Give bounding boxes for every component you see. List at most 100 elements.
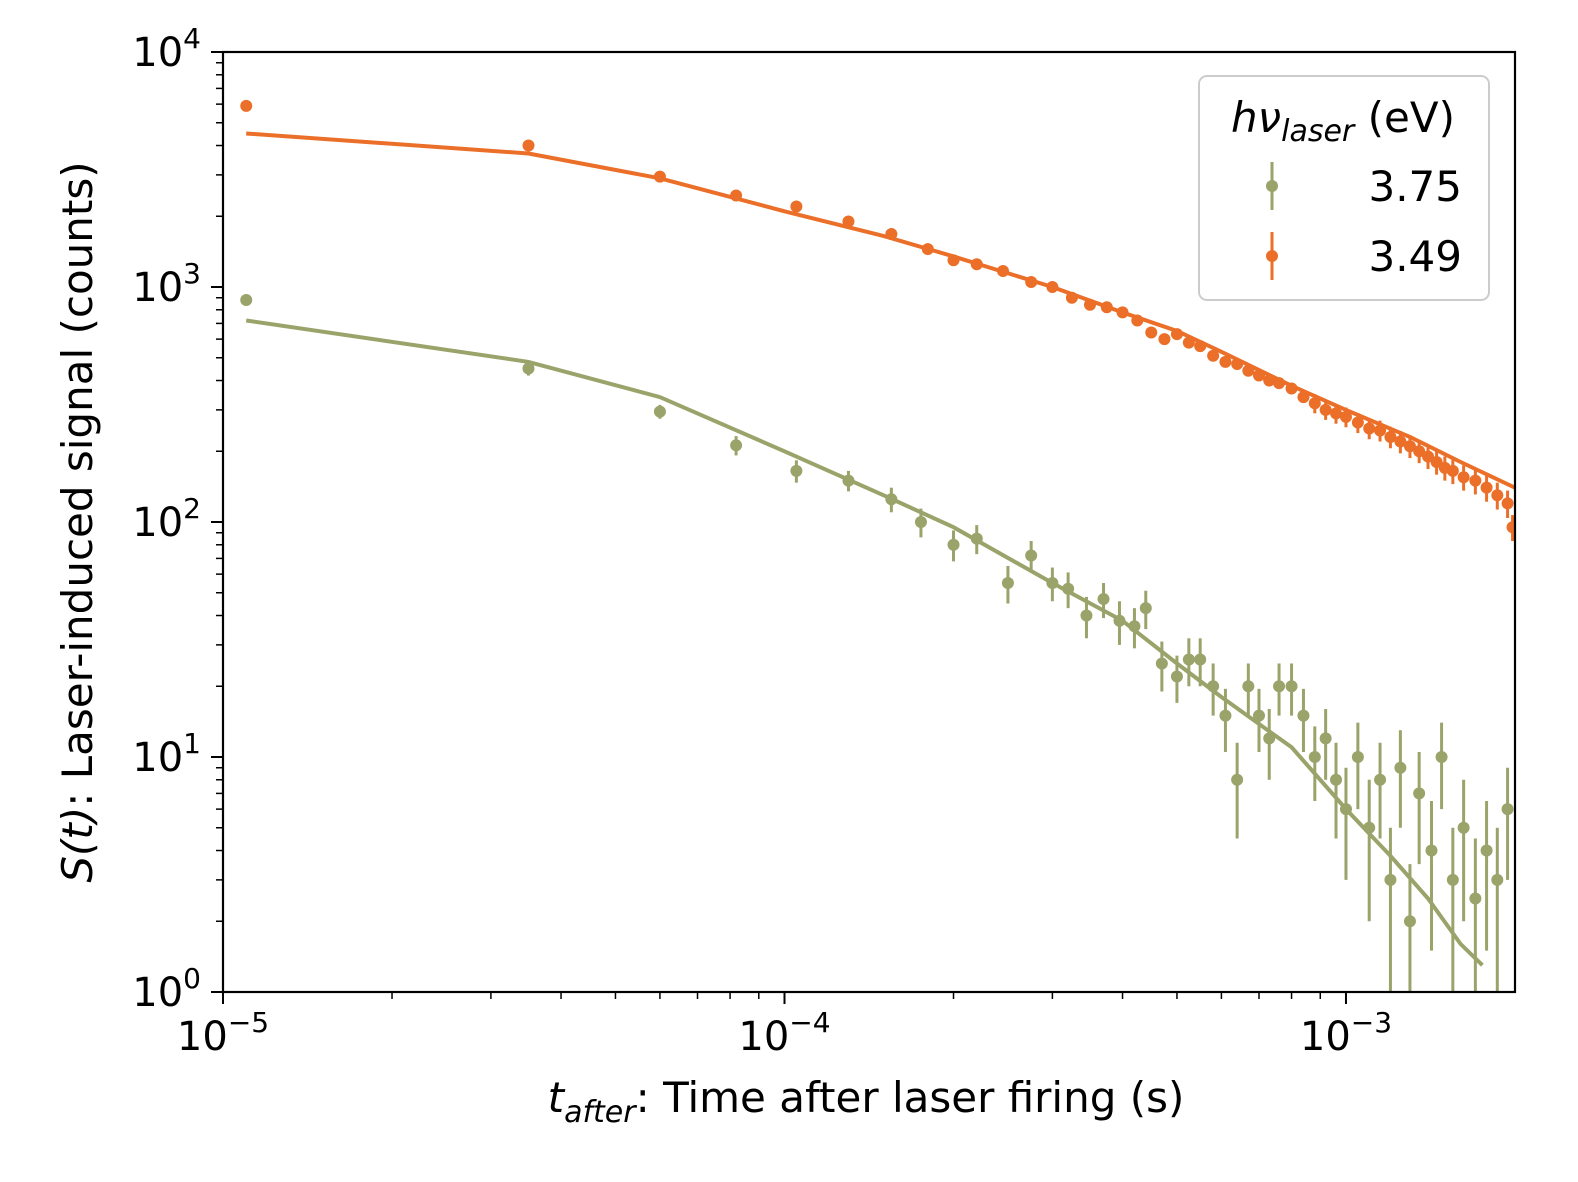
data-point — [1297, 709, 1310, 722]
data-point — [1145, 326, 1158, 339]
data-point — [842, 474, 855, 487]
y-axis-label: S(t): Laser-induced signal (counts) — [53, 161, 102, 882]
data-point — [1139, 602, 1152, 615]
data-point — [1046, 281, 1059, 293]
legend-title: hνlaser (eV) — [1231, 93, 1455, 149]
data-point — [1113, 614, 1126, 627]
y-tick-label: 101 — [132, 727, 201, 781]
data-point — [1457, 821, 1470, 834]
data-points — [240, 99, 1515, 992]
data-point — [1403, 440, 1416, 453]
data-point — [1158, 333, 1171, 346]
data-point — [522, 362, 535, 375]
x-tick-label: 10−5 — [177, 1006, 269, 1060]
data-point — [1219, 355, 1232, 368]
data-point — [1263, 732, 1276, 745]
data-point — [1491, 873, 1504, 886]
data-point — [240, 99, 253, 112]
data-point — [1319, 403, 1332, 416]
data-point — [1413, 445, 1426, 458]
data-point — [1480, 844, 1493, 857]
data-point — [885, 493, 898, 506]
data-point — [1285, 382, 1298, 395]
legend-label: 3.75 — [1368, 162, 1462, 211]
axis-ticks — [211, 51, 1347, 1004]
data-point — [1182, 653, 1195, 666]
y-tick-label: 103 — [132, 257, 201, 311]
data-point — [522, 139, 535, 152]
data-point — [1413, 787, 1426, 800]
data-point — [1170, 670, 1183, 683]
data-point — [1480, 481, 1493, 494]
data-point — [1252, 709, 1265, 722]
y-tick-label: 102 — [132, 492, 201, 546]
data-point — [790, 464, 803, 477]
data-point — [1363, 821, 1376, 834]
data-point — [1128, 620, 1141, 633]
data-point — [240, 294, 253, 307]
data-point — [1194, 340, 1207, 353]
data-point — [1252, 369, 1265, 382]
data-point — [1330, 407, 1343, 420]
data-point — [947, 538, 960, 551]
data-point — [1351, 751, 1364, 763]
data-point — [1491, 489, 1504, 502]
data-point — [1374, 424, 1387, 437]
data-point — [1469, 474, 1482, 487]
data-point — [1194, 653, 1207, 666]
data-point — [1273, 680, 1286, 693]
data-point — [1339, 410, 1352, 423]
data-point — [1231, 773, 1244, 786]
data-point — [1273, 377, 1286, 390]
data-point — [1219, 709, 1232, 722]
data-point — [842, 215, 855, 228]
data-point — [1384, 873, 1397, 886]
data-point — [1170, 328, 1183, 341]
data-point — [1242, 364, 1255, 377]
data-point — [1506, 521, 1515, 534]
legend-marker — [1266, 180, 1278, 192]
data-point — [1319, 732, 1332, 745]
data-point — [730, 189, 743, 202]
data-point — [885, 228, 898, 241]
data-point — [1285, 680, 1298, 693]
data-point — [1100, 301, 1113, 314]
data-point — [1422, 450, 1435, 463]
legend-marker — [1266, 250, 1278, 262]
data-point — [1182, 336, 1195, 349]
data-point — [1469, 892, 1482, 905]
data-point — [1046, 577, 1059, 590]
data-point — [1501, 803, 1514, 816]
data-point — [1297, 391, 1310, 404]
data-point — [1131, 314, 1144, 327]
data-point — [1403, 915, 1416, 928]
data-point — [1330, 773, 1343, 786]
data-point — [1025, 549, 1038, 562]
data-point — [653, 405, 666, 418]
data-point — [653, 170, 666, 183]
data-point — [1446, 464, 1459, 477]
data-point — [1062, 582, 1075, 595]
data-point — [1263, 374, 1276, 387]
data-point — [914, 516, 927, 528]
data-point — [970, 258, 983, 271]
data-point — [1155, 657, 1168, 670]
data-point — [790, 200, 803, 213]
data-point — [1231, 358, 1244, 371]
data-point — [730, 439, 743, 452]
data-point — [1446, 873, 1459, 886]
data-point — [1097, 593, 1110, 606]
data-point — [1065, 291, 1078, 304]
data-point — [1384, 430, 1397, 443]
tick-labels: 10−5 10−4 10−3 100 101 102 103 104 — [132, 22, 1392, 1060]
data-point — [1025, 276, 1038, 289]
data-point — [1242, 680, 1255, 693]
data-point — [1339, 803, 1352, 816]
data-point — [1351, 416, 1364, 429]
data-point — [970, 532, 983, 545]
data-point — [1116, 306, 1129, 319]
data-point — [1207, 349, 1220, 362]
data-point — [1501, 497, 1514, 510]
y-tick-label: 100 — [132, 962, 201, 1016]
